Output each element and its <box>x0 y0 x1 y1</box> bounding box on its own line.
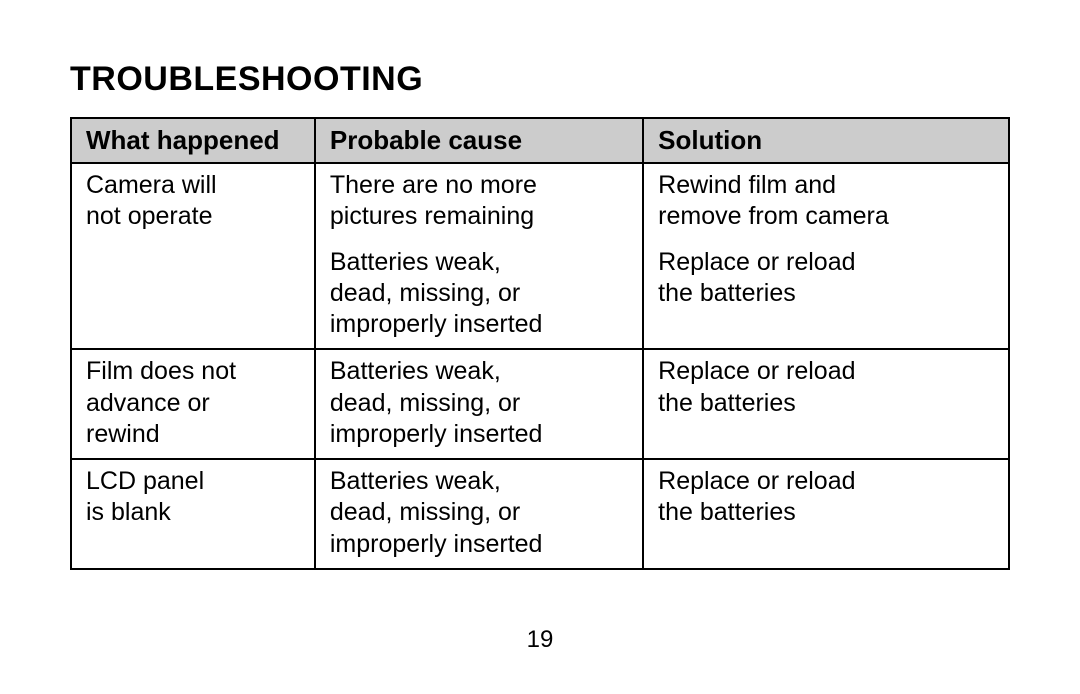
cell-text: improperly inserted <box>330 309 630 340</box>
cell-text: Replace or reload <box>658 466 996 497</box>
cell-text: the batteries <box>658 388 996 419</box>
cell-text: dead, missing, or <box>330 278 630 309</box>
col-header-solution: Solution <box>643 118 1009 163</box>
cell-text: the batteries <box>658 497 996 528</box>
col-header-what: What happened <box>71 118 315 163</box>
cell-text: Batteries weak, <box>330 356 630 387</box>
page-title: TROUBLESHOOTING <box>70 60 1010 99</box>
cell-text: rewind <box>86 419 302 450</box>
cell-text: advance or <box>86 388 302 419</box>
cell-text: Replace or reload <box>658 247 996 278</box>
cell-cause: Batteries weak,dead, missing, orimproper… <box>315 241 643 350</box>
cell-text: remove from camera <box>658 201 996 232</box>
cell-text: Film does not <box>86 356 302 387</box>
col-header-cause: Probable cause <box>315 118 643 163</box>
cell-text: improperly inserted <box>330 419 630 450</box>
cell-solution: Rewind film andremove from camera <box>643 163 1009 241</box>
cell-what: Film does notadvance orrewind <box>71 349 315 459</box>
cell-text: Batteries weak, <box>330 466 630 497</box>
cell-text: pictures remaining <box>330 201 630 232</box>
cell-text: LCD panel <box>86 466 302 497</box>
cell-text: Batteries weak, <box>330 247 630 278</box>
table-row: LCD panelis blankBatteries weak,dead, mi… <box>71 459 1009 569</box>
cell-text: Replace or reload <box>658 356 996 387</box>
cell-text: There are no more <box>330 170 630 201</box>
table-header-row: What happened Probable cause Solution <box>71 118 1009 163</box>
cell-cause: Batteries weak,dead, missing, orimproper… <box>315 349 643 459</box>
troubleshooting-table: What happened Probable cause Solution Ca… <box>70 117 1010 570</box>
cell-text: is blank <box>86 497 302 528</box>
cell-what <box>71 241 315 350</box>
cell-text: improperly inserted <box>330 529 630 560</box>
cell-what: Camera willnot operate <box>71 163 315 241</box>
cell-solution: Replace or reloadthe batteries <box>643 459 1009 569</box>
cell-solution: Replace or reloadthe batteries <box>643 241 1009 350</box>
cell-cause: There are no morepictures remaining <box>315 163 643 241</box>
table-row: Batteries weak,dead, missing, orimproper… <box>71 241 1009 350</box>
table-row: Camera willnot operateThere are no morep… <box>71 163 1009 241</box>
cell-what: LCD panelis blank <box>71 459 315 569</box>
cell-cause: Batteries weak,dead, missing, orimproper… <box>315 459 643 569</box>
cell-text: the batteries <box>658 278 996 309</box>
cell-text: Rewind film and <box>658 170 996 201</box>
table-row: Film does notadvance orrewindBatteries w… <box>71 349 1009 459</box>
cell-text: dead, missing, or <box>330 388 630 419</box>
manual-page: TROUBLESHOOTING What happened Probable c… <box>0 0 1080 694</box>
page-number: 19 <box>0 626 1080 654</box>
cell-text: not operate <box>86 201 302 232</box>
cell-solution: Replace or reloadthe batteries <box>643 349 1009 459</box>
cell-text: dead, missing, or <box>330 497 630 528</box>
cell-text: Camera will <box>86 170 302 201</box>
table-body: Camera willnot operateThere are no morep… <box>71 163 1009 569</box>
